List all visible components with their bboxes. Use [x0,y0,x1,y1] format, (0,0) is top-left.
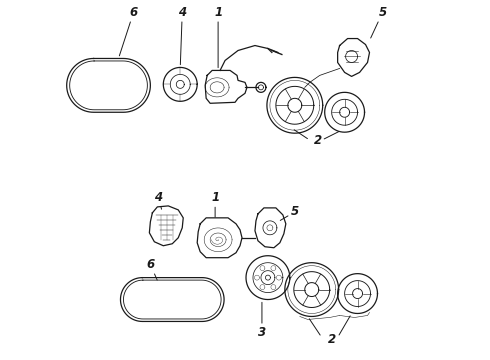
Text: 6: 6 [120,6,138,56]
Text: 2: 2 [314,134,322,147]
Text: 1: 1 [211,192,219,217]
Text: 2: 2 [328,333,336,346]
Text: 6: 6 [147,258,157,280]
Text: 4: 4 [178,6,186,65]
Text: 5: 5 [280,205,299,220]
Text: 3: 3 [258,302,266,339]
Text: 5: 5 [371,6,387,38]
Text: 4: 4 [154,192,162,209]
Text: 1: 1 [214,6,222,68]
